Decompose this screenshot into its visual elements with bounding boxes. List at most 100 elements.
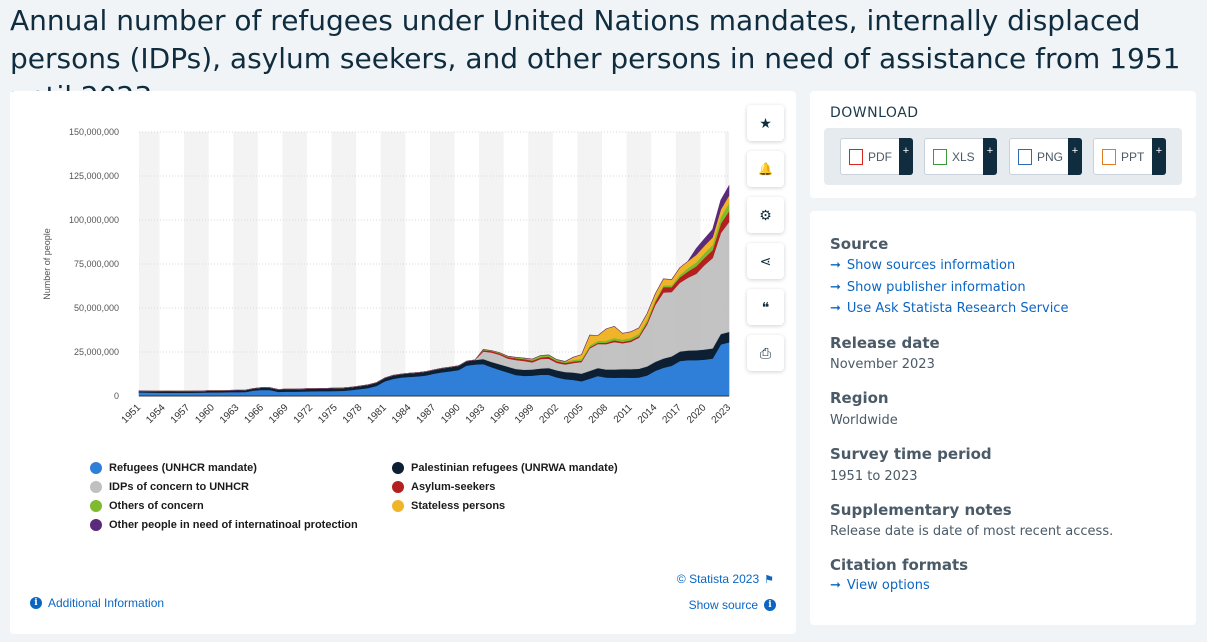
x-tick-label: 1975 <box>316 402 340 426</box>
x-tick-label: 1990 <box>439 402 463 426</box>
download-label: PNG <box>1037 149 1064 164</box>
view-options-link[interactable]: ➞ View options <box>830 578 930 593</box>
plus-icon: + <box>983 138 997 175</box>
grid-band <box>380 132 406 396</box>
legend-label: Others of concern <box>109 500 204 512</box>
notes-title: Supplementary notes <box>830 501 1012 519</box>
grid-band <box>139 132 160 396</box>
credit-text: © Statista 2023 <box>676 572 760 586</box>
chart-card: 0 25,000,000 50,000,000 75,000,000 100,000,0… <box>10 91 796 634</box>
download-png-button[interactable]: PNG + <box>1009 138 1082 175</box>
bell-glyph: 🔔 <box>758 162 773 176</box>
area-series-7 <box>138 184 730 392</box>
x-tick-label: 1984 <box>390 402 414 426</box>
gear-glyph: ⚙ <box>759 206 772 223</box>
download-panel: PDF + XLS + PNG + PPT + <box>824 128 1182 185</box>
period-value: 1951 to 2023 <box>830 469 918 484</box>
gear-icon[interactable]: ⚙ <box>747 197 784 233</box>
info-icon: i <box>30 597 42 609</box>
region-title: Region <box>830 389 889 407</box>
arrow-right-icon: ➞ <box>830 258 841 273</box>
legend-swatch <box>90 500 102 512</box>
y-tick-label: 150,000,000 <box>69 127 119 137</box>
legend-label: Other people in need of internatinoal pr… <box>109 519 358 531</box>
legend-swatch <box>90 462 102 474</box>
bell-icon[interactable]: 🔔 <box>747 151 784 187</box>
plus-icon: + <box>1068 138 1082 175</box>
x-tick-label: 1972 <box>292 402 316 426</box>
x-tick-label: 1996 <box>488 402 512 426</box>
x-tick-label: 2017 <box>660 402 684 426</box>
png-file-icon <box>1018 148 1032 165</box>
star-glyph: ★ <box>759 114 772 131</box>
print-icon[interactable]: ⎙ <box>747 335 784 371</box>
show-source-link[interactable]: Show source i <box>689 598 776 612</box>
pdf-file-icon <box>849 148 863 165</box>
x-tick-label: 2005 <box>562 402 586 426</box>
legend-label: Refugees (UNHCR mandate) <box>109 462 257 474</box>
ppt-file-icon <box>1102 148 1116 165</box>
x-tick-label: 2014 <box>636 402 660 426</box>
download-title: DOWNLOAD <box>830 105 919 121</box>
x-tick-label: 1999 <box>513 402 537 426</box>
link-label: Show publisher information <box>846 280 1026 295</box>
download-card: DOWNLOAD PDF + XLS + PNG + PPT + <box>810 91 1196 198</box>
download-ppt-button[interactable]: PPT + <box>1093 138 1166 175</box>
statista-credit[interactable]: © Statista 2023 ⚑ <box>677 572 774 586</box>
legend-item[interactable]: Palestinian refugees (UNRWA mandate) <box>392 462 618 474</box>
y-tick-label: 0 <box>114 391 119 401</box>
grid-band <box>233 132 258 396</box>
legend-item[interactable]: Asylum-seekers <box>392 481 495 493</box>
x-tick-label: 2023 <box>710 402 734 426</box>
x-tick-label: 1957 <box>169 402 193 426</box>
x-tick-label: 2002 <box>538 402 562 426</box>
additional-info-link[interactable]: i Additional Information <box>30 596 164 610</box>
star-icon[interactable]: ★ <box>747 105 784 141</box>
x-tick-label: 2020 <box>685 402 709 426</box>
source-title: Source <box>830 235 889 253</box>
download-pdf-button[interactable]: PDF + <box>840 138 913 175</box>
legend-item[interactable]: Other people in need of internatinoal pr… <box>90 519 358 531</box>
legend-swatch <box>392 500 404 512</box>
share-icon[interactable]: ⋖ <box>747 243 784 279</box>
ask-statista-link[interactable]: ➞ Use Ask Statista Research Service <box>830 301 1068 316</box>
show-source-label: Show source <box>688 598 758 612</box>
y-tick-label: 75,000,000 <box>74 259 119 269</box>
link-label: Use Ask Statista Research Service <box>846 301 1069 316</box>
download-label: PPT <box>1121 149 1145 164</box>
release-value: November 2023 <box>830 357 935 372</box>
x-tick-label: 2008 <box>587 402 611 426</box>
quote-icon[interactable]: ❝ <box>747 289 784 325</box>
legend-item[interactable]: IDPs of concern to UNHCR <box>90 481 249 493</box>
page-title: Annual number of refugees under United N… <box>10 4 1181 113</box>
legend-item[interactable]: Others of concern <box>90 500 204 512</box>
y-tick-label: 50,000,000 <box>74 303 119 313</box>
show-publisher-link[interactable]: ➞ Show publisher information <box>830 280 1026 295</box>
print-glyph: ⎙ <box>759 344 772 361</box>
x-tick-label: 1960 <box>193 402 217 426</box>
x-tick-label: 2011 <box>612 402 635 425</box>
plus-icon: + <box>1152 138 1166 175</box>
region-value: Worldwide <box>830 413 898 428</box>
legend-label: Palestinian refugees (UNRWA mandate) <box>411 462 618 474</box>
legend-swatch <box>90 519 102 531</box>
x-tick-label: 1969 <box>267 402 291 426</box>
link-label: Show sources information <box>846 258 1016 273</box>
show-sources-link[interactable]: ➞ Show sources information <box>830 258 1015 273</box>
legend-item[interactable]: Refugees (UNHCR mandate) <box>90 462 257 474</box>
y-tick-label: 25,000,000 <box>74 347 119 357</box>
xls-file-icon <box>933 148 947 165</box>
legend-label: Stateless persons <box>411 500 506 512</box>
additional-info-label: Additional Information <box>48 596 165 610</box>
meta-card: Source ➞ Show sources information ➞ Show p… <box>810 211 1196 625</box>
release-title: Release date <box>830 334 940 352</box>
citation-title: Citation formats <box>830 556 969 574</box>
x-tick-label: 1951 <box>120 402 144 426</box>
info-icon: i <box>764 599 776 611</box>
legend-item[interactable]: Stateless persons <box>392 500 505 512</box>
x-tick-label: 1966 <box>243 402 267 426</box>
download-xls-button[interactable]: XLS + <box>924 138 997 175</box>
x-tick-label: 1993 <box>464 402 488 426</box>
y-axis-label: Number of people <box>42 228 52 300</box>
legend-swatch <box>392 481 404 493</box>
